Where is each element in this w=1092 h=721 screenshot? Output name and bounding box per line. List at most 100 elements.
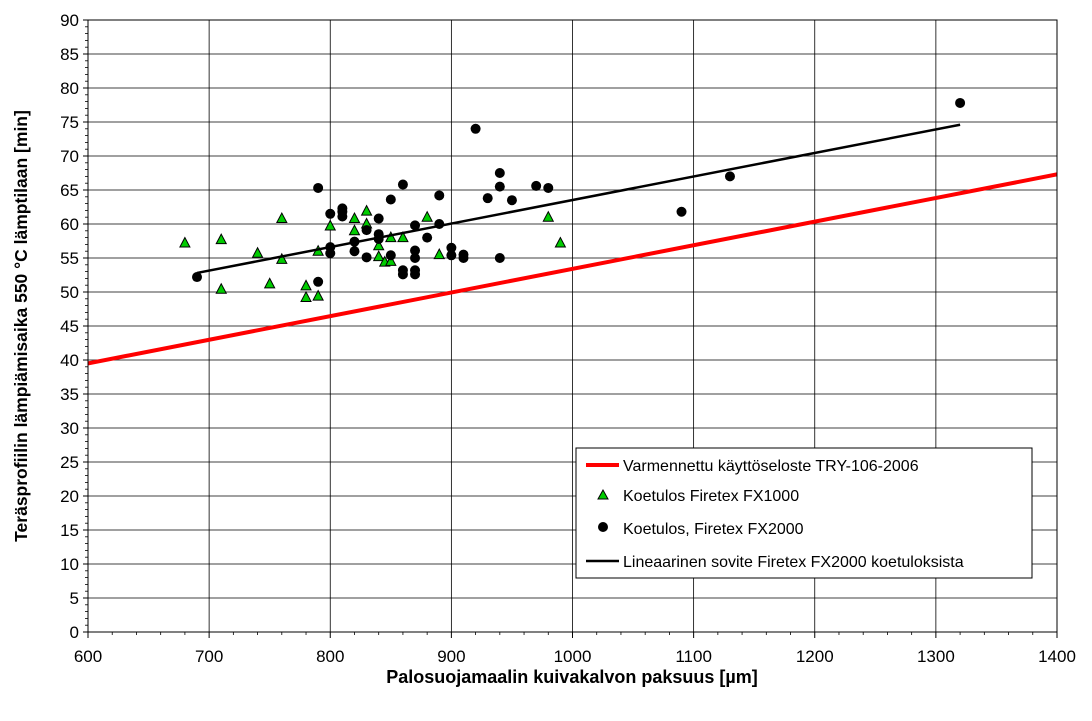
data-point-circle [494,253,505,263]
plot-area [88,97,1057,366]
data-point-circle [446,250,457,261]
data-point-circle [506,195,517,206]
data-point-circle [724,171,735,182]
data-point-triangle [251,246,264,258]
data-point-triangle [554,236,567,248]
x-tick-label: 1300 [917,647,955,666]
data-point-triangle [360,204,373,216]
data-point-circle [410,253,421,263]
data-point-triangle [372,250,385,262]
y-tick-label: 40 [60,351,79,370]
legend-label-black-line: Lineaarinen sovite Firetex FX2000 koetul… [623,554,964,571]
data-point-triangle [312,289,324,301]
data-point-circle [385,250,396,261]
axes: 0 5 10 15 20 25 30 35 40 45 50 55 60 65 70 75 80 85 90 600 7… [60,11,1076,666]
y-tick-label: 65 [60,181,79,200]
y-tick-label: 15 [60,521,79,540]
data-point-triangle [179,236,191,248]
data-point-circle [325,208,336,219]
data-point-circle [313,276,324,287]
legend-label-red-line: Varmennettu käyttöseloste TRY-106-2006 [623,458,919,475]
data-point-circle [470,123,481,134]
y-tick-label: 70 [60,147,79,166]
data-point-circle [410,269,421,280]
y-tick-label: 75 [60,113,79,132]
data-point-circle [361,225,372,236]
data-point-triangle [397,231,409,243]
data-point-circle [349,246,360,257]
y-tick-label: 85 [60,45,79,64]
data-point-triangle [275,252,288,264]
x-tick-label: 1200 [796,647,834,666]
y-tick-label: 90 [60,11,79,30]
y-axis-label: Teräsprofiilin lämpiämisaika 550 °C lämp… [11,110,31,542]
series-line-3 [196,123,961,275]
data-point-circle [410,245,421,256]
data-point-triangle [348,211,361,224]
x-tick-label: 800 [316,647,344,666]
y-tick-label: 80 [60,79,79,98]
data-point-circle [313,182,324,193]
x-tick-label: 1000 [554,647,592,666]
y-tick-label: 20 [60,487,79,506]
y-tick-label: 60 [60,215,79,234]
y-tick-label: 30 [60,419,79,438]
y-tick-label: 50 [60,283,79,302]
data-point-circle [337,211,348,222]
x-tick-label: 1400 [1038,647,1076,666]
y-tick-label: 5 [70,589,79,608]
y-tick-label: 55 [60,249,79,268]
data-point-triangle [215,233,228,245]
y-tick-label: 25 [60,453,79,472]
data-point-circle [955,97,966,108]
y-tick-label: 0 [70,623,79,642]
data-point-triangle [542,210,555,222]
y-tick-label: 35 [60,385,79,404]
data-point-circle [325,248,336,259]
data-point-circle [422,232,433,243]
x-tick-label: 700 [195,647,223,666]
data-point-circle [373,213,384,224]
y-tick-label: 10 [60,555,79,574]
y-tick-label: 45 [60,317,79,336]
series-line-0 [88,172,1057,366]
legend-swatch-triangle [597,488,609,500]
data-point-circle [482,193,493,204]
data-point-triangle [275,211,288,224]
data-point-triangle [300,279,312,291]
x-tick-label: 1100 [675,647,712,666]
data-point-circle [361,252,372,263]
data-point-circle [434,190,445,201]
data-point-triangle [263,277,276,289]
data-point-triangle [324,219,337,231]
data-point-triangle [300,290,312,302]
data-point-circle [494,168,505,178]
data-point-circle [446,242,457,253]
data-point-circle [676,206,687,217]
legend-swatch-circle [598,522,608,532]
data-point-triangle [433,248,446,260]
data-point-triangle [372,239,385,251]
legend-label-triangle: Koetulos Firetex FX1000 [623,488,799,505]
legend-label-circle: Koetulos, Firetex FX2000 [623,521,804,538]
data-point-circle [385,194,396,205]
x-tick-label: 900 [437,647,465,666]
data-point-circle [458,253,469,263]
data-point-triangle [384,254,397,266]
x-tick-label: 600 [74,647,102,666]
data-point-circle [543,182,554,193]
data-point-circle [397,269,408,280]
legend: Varmennettu käyttöseloste TRY-106-2006 K… [575,447,1033,579]
x-axis-label: Palosuojamaalin kuivakalvon paksuus [µm] [386,667,758,687]
data-point-triangle [348,224,361,236]
data-point-triangle [215,282,228,294]
data-point-circle [531,180,542,191]
legend-box [575,447,1033,579]
data-point-circle [494,181,505,192]
data-point-triangle [421,210,433,222]
data-point-circle [397,179,408,190]
data-point-circle [192,272,203,283]
data-point-circle [410,220,421,231]
